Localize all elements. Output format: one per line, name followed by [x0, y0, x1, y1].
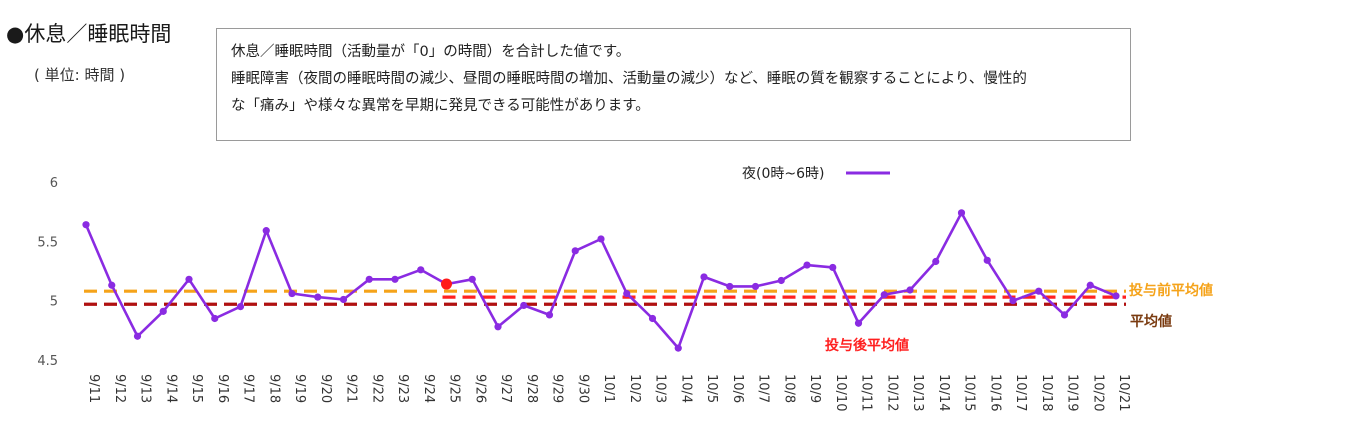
- data-point: [880, 291, 888, 299]
- data-point: [571, 247, 579, 255]
- data-point: [1060, 311, 1069, 319]
- x-tick-label: 10/6: [730, 374, 745, 403]
- x-tick-label: 10/10: [833, 374, 848, 411]
- x-tick-label: 9/29: [550, 374, 565, 403]
- y-tick-label: 4.5: [37, 354, 58, 369]
- data-point: [520, 301, 528, 310]
- x-tick-label: 10/17: [1013, 374, 1028, 411]
- x-tick-label: 9/12: [112, 374, 127, 403]
- data-point: [545, 311, 554, 319]
- data-point: [983, 256, 991, 264]
- data-point: [906, 286, 914, 294]
- unit-label: ( 単位: 時間 ): [34, 66, 126, 84]
- data-point: [159, 307, 167, 315]
- description-line-3: な「痛み」や様々な異常を早期に発見できる可能性があります。: [231, 98, 650, 114]
- x-tick-label: 10/5: [704, 374, 719, 403]
- x-tick-label: 9/30: [575, 374, 590, 403]
- data-point: [211, 314, 219, 323]
- data-point: [751, 282, 760, 291]
- data-point: [829, 263, 837, 272]
- data-point: [82, 221, 90, 229]
- data-point: [494, 323, 502, 331]
- x-tick-label: 9/20: [318, 374, 333, 403]
- x-tick-label: 9/14: [163, 374, 178, 403]
- x-tick-label: 10/21: [1116, 374, 1131, 411]
- x-tick-label: 10/18: [1039, 374, 1054, 411]
- ref-label-post-dose: 投与後平均値: [825, 337, 909, 354]
- data-point: [262, 227, 270, 235]
- data-point: [726, 282, 734, 291]
- x-tick-label: 10/3: [653, 374, 668, 403]
- data-point: [339, 295, 348, 304]
- y-tick-label: 5: [50, 295, 58, 310]
- x-tick-label: 10/9: [807, 374, 822, 403]
- ref-label-pre-dose: 投与前平均値: [1129, 282, 1213, 299]
- data-point: [391, 275, 399, 283]
- x-tick-label: 9/24: [421, 374, 436, 403]
- x-tick-label: 10/12: [884, 374, 899, 411]
- x-tick-label: 9/27: [498, 374, 513, 403]
- x-tick-label: 10/16: [987, 374, 1002, 411]
- data-point: [777, 276, 785, 285]
- chart-title: ●休息／睡眠時間: [6, 22, 172, 46]
- data-point: [803, 261, 811, 269]
- data-point: [957, 209, 966, 217]
- data-point: [236, 303, 245, 311]
- legend-label: 夜(0時~6時): [742, 166, 824, 182]
- data-point: [417, 266, 425, 274]
- data-point: [314, 293, 322, 301]
- data-point: [468, 275, 476, 283]
- x-tick-label: 9/28: [524, 374, 539, 403]
- x-tick-label: 9/21: [344, 374, 359, 403]
- data-point: [1035, 287, 1043, 295]
- x-tick-label: 9/16: [215, 374, 230, 403]
- x-tick-label: 10/7: [756, 374, 771, 403]
- series-line: [84, 211, 1117, 350]
- y-tick-label: 5.5: [37, 235, 58, 250]
- data-point: [133, 332, 142, 340]
- x-tick-label: 10/11: [859, 374, 874, 411]
- x-tick-label: 9/13: [138, 374, 153, 403]
- data-point: [365, 275, 373, 283]
- x-tick-label: 10/14: [936, 374, 951, 411]
- x-tick-label: 9/25: [447, 374, 462, 403]
- data-point: [108, 281, 116, 289]
- x-tick-label: 10/13: [910, 374, 925, 411]
- ref-label-average: 平均値: [1130, 313, 1172, 330]
- description-line-2: 睡眠障害（夜間の睡眠時間の減少、昼間の睡眠時間の増加、活動量の減少）など、睡眠の…: [231, 71, 1027, 87]
- x-tick-label: 10/2: [627, 374, 642, 403]
- x-tick-label: 9/19: [292, 374, 307, 403]
- description-line-1: 休息／睡眠時間（活動量が「0」の時間）を合計した値です。: [231, 44, 631, 60]
- x-tick-label: 9/23: [395, 374, 410, 403]
- x-tick-label: 10/15: [962, 374, 977, 411]
- x-tick-label: 10/19: [1065, 374, 1080, 411]
- x-tick-label: 9/26: [472, 374, 487, 403]
- x-tick-label: 9/18: [266, 374, 281, 403]
- x-tick-label: 10/4: [678, 374, 693, 403]
- x-tick-label: 9/17: [241, 374, 256, 403]
- data-point: [1112, 292, 1120, 300]
- x-tick-label: 10/1: [601, 374, 616, 403]
- data-point: [700, 273, 708, 281]
- data-point: [932, 257, 940, 266]
- x-tick-label: 10/20: [1090, 374, 1105, 411]
- data-point: [1009, 297, 1017, 305]
- data-point: [288, 289, 296, 298]
- x-tick-label: 9/22: [369, 374, 384, 403]
- y-tick-label: 6: [50, 176, 58, 191]
- data-point: [597, 235, 605, 243]
- data-point: [854, 319, 863, 327]
- data-point: [674, 344, 682, 352]
- data-point: [648, 314, 657, 323]
- description-box: 休息／睡眠時間（活動量が「0」の時間）を合計した値です。 睡眠障害（夜間の睡眠時…: [216, 28, 1131, 141]
- x-tick-label: 9/15: [189, 374, 204, 403]
- x-tick-label: 10/8: [781, 374, 796, 403]
- data-point: [185, 275, 193, 283]
- highlight-point: [441, 278, 452, 290]
- x-tick-label: 9/11: [86, 374, 101, 403]
- data-point: [623, 289, 631, 298]
- data-point: [1086, 281, 1094, 289]
